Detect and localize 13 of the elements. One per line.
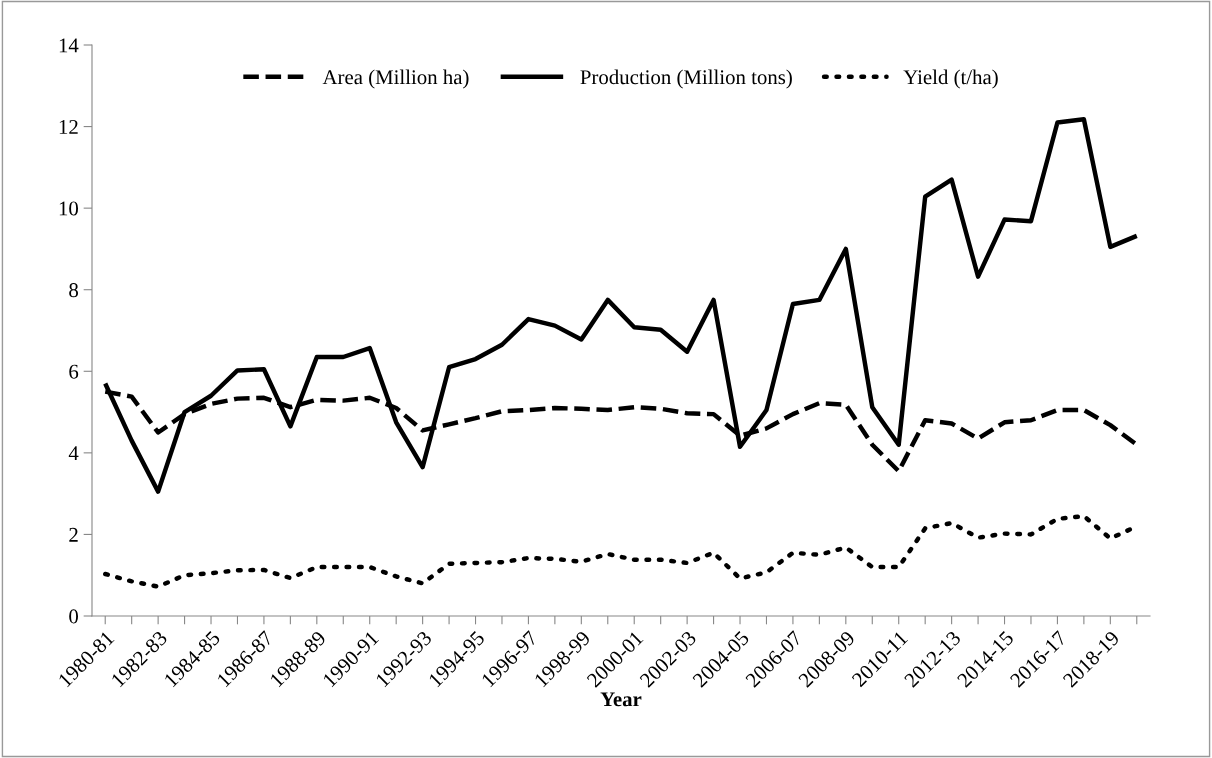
y-tick-label: 14 — [59, 38, 79, 53]
x-axis-title: Year — [600, 692, 642, 707]
y-tick-label: 6 — [69, 364, 79, 379]
legend-label: Area (Million ha) — [322, 69, 469, 89]
line-series — [103, 117, 1139, 494]
y-tick-label: 0 — [69, 609, 79, 624]
legend-label: Production (Million tons) — [580, 69, 792, 89]
y-tick-label: 8 — [69, 283, 79, 298]
y-tick-label: 4 — [68, 446, 79, 461]
y-tick-label: 10 — [59, 201, 79, 216]
y-tick-label: 2 — [69, 527, 78, 542]
legend-label: Yield (t/ha) — [903, 69, 998, 89]
y-tick-label: 12 — [59, 120, 78, 134]
